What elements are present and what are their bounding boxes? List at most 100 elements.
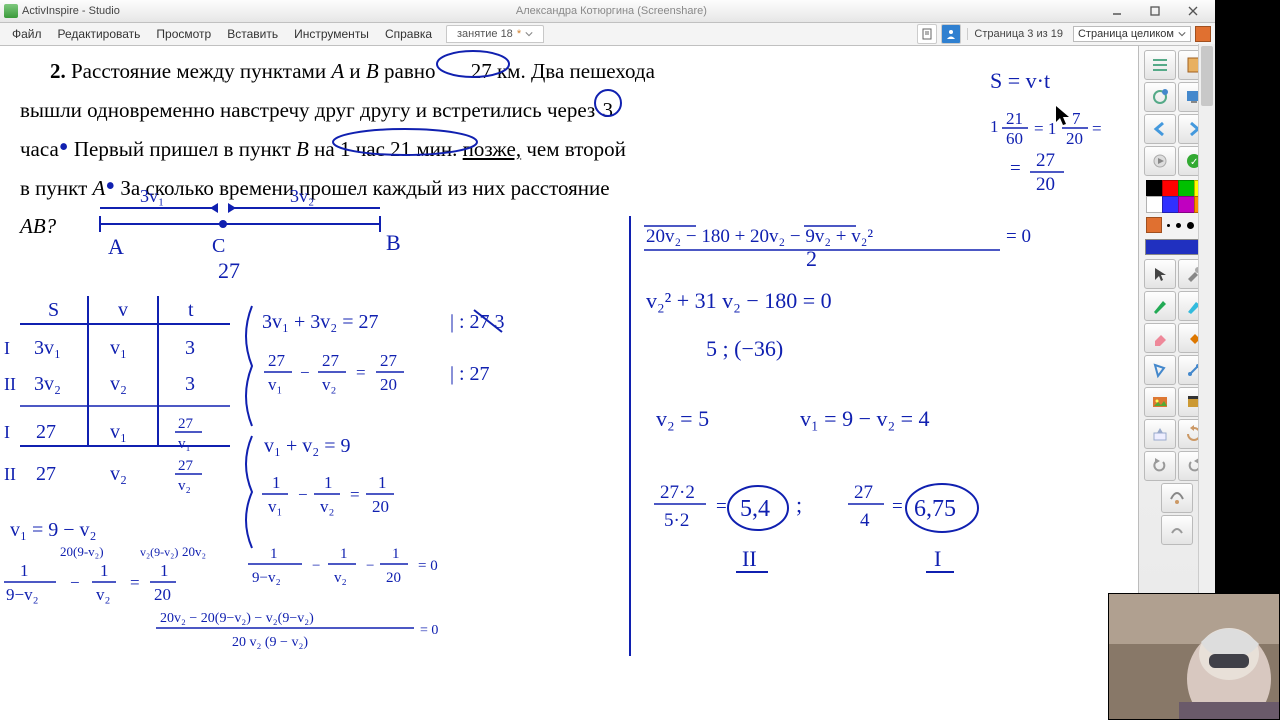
clear-tool-button[interactable] [1144, 419, 1176, 449]
webcam-thumbnail[interactable] [1108, 593, 1280, 720]
svg-text:v₁ = 9 − v₂: v₁ = 9 − v₂ [10, 519, 97, 541]
user-icon[interactable] [941, 24, 961, 44]
menu-right-icons [917, 24, 961, 44]
svg-text:C: C [212, 235, 225, 257]
svg-text:27: 27 [268, 351, 286, 370]
svg-text:B: B [386, 230, 401, 255]
maximize-button[interactable] [1141, 3, 1169, 19]
svg-text:;: ; [796, 492, 802, 517]
svg-text:v₁ = 9 − v₂ = 4: v₁ = 9 − v₂ = 4 [800, 406, 930, 431]
svg-text:v₂: v₂ [322, 375, 336, 394]
shape-tool-button[interactable] [1144, 355, 1176, 385]
view-mode-select[interactable]: Страница целиком [1073, 26, 1191, 42]
svg-text:20: 20 [386, 570, 401, 586]
ink-size-s[interactable] [1176, 223, 1181, 228]
svg-text:v₂: v₂ [96, 585, 110, 604]
handwriting-layer: A B C 27 3v₁ 3v₂ S v t I [0, 46, 1138, 720]
close-button[interactable] [1179, 3, 1207, 19]
svg-text:| : 27 3: | : 27 3 [450, 311, 505, 333]
window-title: ActivInspire - Studio [22, 5, 120, 17]
svg-text:1: 1 [392, 546, 400, 562]
svg-text:20 v₂ (9 − v₂): 20 v₂ (9 − v₂) [232, 635, 308, 650]
svg-text:27: 27 [218, 258, 240, 283]
svg-text:60: 60 [1006, 129, 1023, 148]
color-indicator-icon[interactable] [1195, 26, 1211, 42]
menu-file[interactable]: Файл [4, 25, 50, 43]
undo-button[interactable] [1144, 451, 1176, 481]
svg-text:=: = [130, 573, 140, 592]
tab-label: занятие 18 [457, 28, 513, 40]
document-tab[interactable]: занятие 18 * [446, 25, 544, 43]
svg-text:3v₁ + 3v₂ = 27: 3v₁ + 3v₂ = 27 [262, 311, 379, 333]
color-swatch[interactable] [1146, 180, 1163, 197]
switch-profile-button[interactable] [1144, 82, 1176, 112]
svg-text:20v₂ − 20(9−v₂) − v₂(9−v₂): 20v₂ − 20(9−v₂) − v₂(9−v₂) [160, 611, 314, 626]
svg-text:20: 20 [372, 497, 389, 516]
color-swatch[interactable] [1162, 180, 1179, 197]
minimize-button[interactable] [1103, 3, 1131, 19]
svg-text:27: 27 [322, 351, 340, 370]
svg-text:v₂: v₂ [110, 463, 127, 485]
eraser-tool-button[interactable] [1144, 323, 1176, 353]
menu-help[interactable]: Справка [377, 25, 440, 43]
svg-text:4: 4 [860, 510, 870, 531]
svg-text:=: = [1010, 158, 1021, 179]
svg-text:v₁: v₁ [110, 421, 127, 443]
menu-tools[interactable]: Инструменты [286, 25, 377, 43]
svg-text:v₁: v₁ [178, 436, 191, 452]
color-swatch[interactable] [1178, 196, 1195, 213]
svg-text:−: − [366, 558, 374, 574]
prev-page-button[interactable] [1144, 114, 1176, 144]
menu-tool-button[interactable] [1144, 50, 1176, 80]
color-swatch[interactable] [1178, 180, 1195, 197]
svg-text:S = v·t: S = v·t [990, 68, 1050, 93]
svg-text:20: 20 [380, 375, 397, 394]
svg-text:= 1: = 1 [1034, 119, 1056, 138]
svg-text:I: I [4, 422, 10, 442]
whiteboard-canvas[interactable]: 2. Расстояние между пунктами A и B равно… [0, 46, 1138, 720]
svg-text:−: − [298, 485, 308, 504]
svg-text:v₂: v₂ [110, 373, 127, 395]
svg-text:3v₁: 3v₁ [140, 186, 164, 206]
svg-text:3: 3 [185, 373, 195, 395]
svg-text:1: 1 [270, 546, 278, 562]
svg-text:=: = [892, 496, 903, 517]
page-indicator: Страница 3 из 19 [967, 28, 1069, 40]
svg-text:−: − [300, 363, 310, 382]
svg-text:5,4: 5,4 [740, 496, 770, 522]
svg-text:II: II [742, 546, 757, 571]
text-tool-button[interactable] [1161, 483, 1193, 513]
svg-text:1: 1 [378, 473, 387, 492]
pen-tool-button[interactable] [1144, 291, 1176, 321]
notes-icon[interactable] [917, 24, 937, 44]
menu-edit[interactable]: Редактировать [50, 25, 149, 43]
menu-insert[interactable]: Вставить [219, 25, 286, 43]
svg-text:20(9-v₂): 20(9-v₂) [60, 544, 104, 559]
svg-text:v₁: v₁ [268, 497, 282, 516]
start-vote-button[interactable] [1144, 146, 1176, 176]
svg-text:1: 1 [100, 561, 109, 580]
svg-text:v₂² + 31 v₂ − 180 = 0: v₂² + 31 v₂ − 180 = 0 [646, 288, 832, 313]
color-swatch[interactable] [1146, 196, 1163, 213]
svg-text:=: = [350, 485, 360, 504]
svg-text:9−v₂: 9−v₂ [252, 570, 281, 586]
select-tool-button[interactable] [1144, 259, 1176, 289]
svg-text:v₂: v₂ [320, 497, 334, 516]
svg-text:20: 20 [1066, 129, 1083, 148]
menu-view[interactable]: Просмотр [148, 25, 219, 43]
svg-text:A: A [108, 234, 124, 259]
color-swatch[interactable] [1162, 196, 1179, 213]
insert-media-button[interactable] [1144, 387, 1176, 417]
more-tools-button[interactable] [1161, 515, 1193, 545]
scrollbar-thumb[interactable] [1201, 46, 1213, 106]
ink-size-m[interactable] [1187, 222, 1194, 229]
ink-size-xs[interactable] [1167, 224, 1170, 227]
svg-text:27: 27 [380, 351, 398, 370]
svg-text:v₂(9-v₂): v₂(9-v₂) [140, 545, 178, 559]
svg-text:=: = [356, 363, 366, 382]
ink-color-icon[interactable] [1146, 217, 1162, 233]
svg-text:−: − [312, 558, 320, 574]
svg-text:27: 27 [36, 463, 56, 485]
svg-text:5·2: 5·2 [664, 510, 689, 531]
svg-text:= 0: = 0 [418, 558, 438, 574]
